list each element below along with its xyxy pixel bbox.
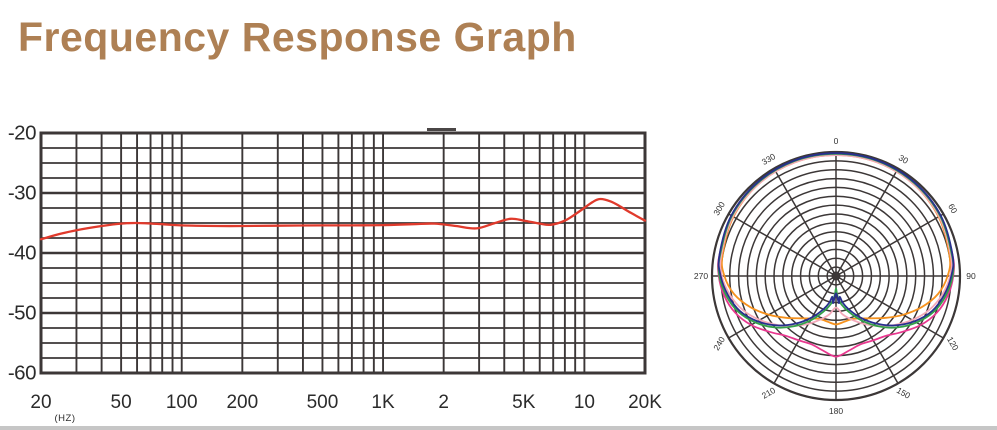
smudge-mark: [427, 128, 456, 131]
polar-series-navy: [717, 152, 955, 327]
polar-angle-label: 150: [895, 385, 913, 401]
polar-angle-label: 180: [829, 406, 843, 416]
polar-series-light-pink: [719, 154, 953, 327]
polar-spoke: [835, 213, 944, 277]
page-title: Frequency Response Graph: [18, 14, 577, 60]
polar-spoke: [835, 275, 899, 384]
polar-center-hub: [831, 271, 841, 281]
polar-angle-label-text: 240: [711, 335, 727, 353]
polar-angle-label-text: 300: [711, 200, 727, 218]
polar-spoke: [728, 275, 837, 339]
fr-y-tick-label: -20: [8, 122, 36, 145]
polar-spoke: [835, 275, 944, 339]
fr-x-tick-label: 200: [226, 392, 258, 413]
fr-y-tick-label: -30: [8, 182, 36, 205]
polar-angle-label: 0: [834, 136, 839, 146]
fr-x-tick-label: 100: [166, 392, 198, 413]
polar-spoke: [728, 213, 837, 277]
polar-angle-label: 240: [711, 335, 727, 353]
polar-angle-label: 210: [760, 385, 778, 401]
fr-y-tick-label: -40: [8, 242, 36, 265]
polar-angle-label-text: 180: [829, 406, 843, 416]
fr-x-axis-unit: (HZ): [55, 413, 76, 424]
bottom-edge-bar: [0, 426, 997, 430]
polar-angle-label: 330: [760, 151, 778, 167]
polar-spoke: [773, 168, 837, 277]
fr-x-tick-label: 20: [30, 392, 51, 413]
polar-series-orange: [720, 154, 952, 326]
polar-angle-label-text: 60: [946, 202, 960, 215]
fr-y-tick-label: -60: [8, 362, 36, 385]
fr-x-tick-label: 500: [307, 392, 339, 413]
polar-angle-label: 270: [694, 271, 708, 281]
polar-angle-label: 120: [945, 335, 961, 353]
polar-angle-label-text: 90: [966, 271, 976, 281]
polar-angle-label: 300: [711, 200, 727, 218]
polar-angle-label: 30: [897, 152, 910, 166]
polar-angle-label-text: 270: [694, 271, 708, 281]
polar-angle-label-text: 210: [760, 385, 778, 401]
polar-angle-label-text: 30: [897, 152, 910, 166]
fr-x-tick-label: 50: [111, 392, 132, 413]
fr-x-tick-label: 10: [574, 392, 595, 413]
fr-y-tick-label: -50: [8, 302, 36, 325]
polar-angle-label: 90: [966, 271, 976, 281]
polar-angle-label: 60: [946, 202, 960, 215]
polar-spoke: [773, 275, 837, 384]
fr-x-tick-label: 5K: [512, 392, 536, 413]
fr-x-tick-label: 2: [438, 392, 449, 413]
polar-angle-label-text: 120: [945, 335, 961, 353]
polar-angle-label-text: 330: [760, 151, 778, 167]
polar-spoke: [835, 168, 899, 277]
polar-series-green: [717, 153, 955, 329]
fr-x-tick-label: 1K: [371, 392, 395, 413]
polar-angle-label-text: 0: [834, 136, 839, 146]
frequency-response-chart: -20 -30 -40 -50 -60 20 50 100 200 500 1K 2 5K 10 20K (H…: [8, 122, 662, 425]
fr-x-tick-label: 20K: [628, 392, 662, 413]
fr-frame: [39, 131, 647, 375]
polar-angle-label-text: 150: [895, 385, 913, 401]
polar-pattern-chart: 0 30 60 90 120 150 180 210 240 270 300 330: [694, 136, 976, 416]
fr-response-curve-on-axis-response: [39, 197, 647, 241]
